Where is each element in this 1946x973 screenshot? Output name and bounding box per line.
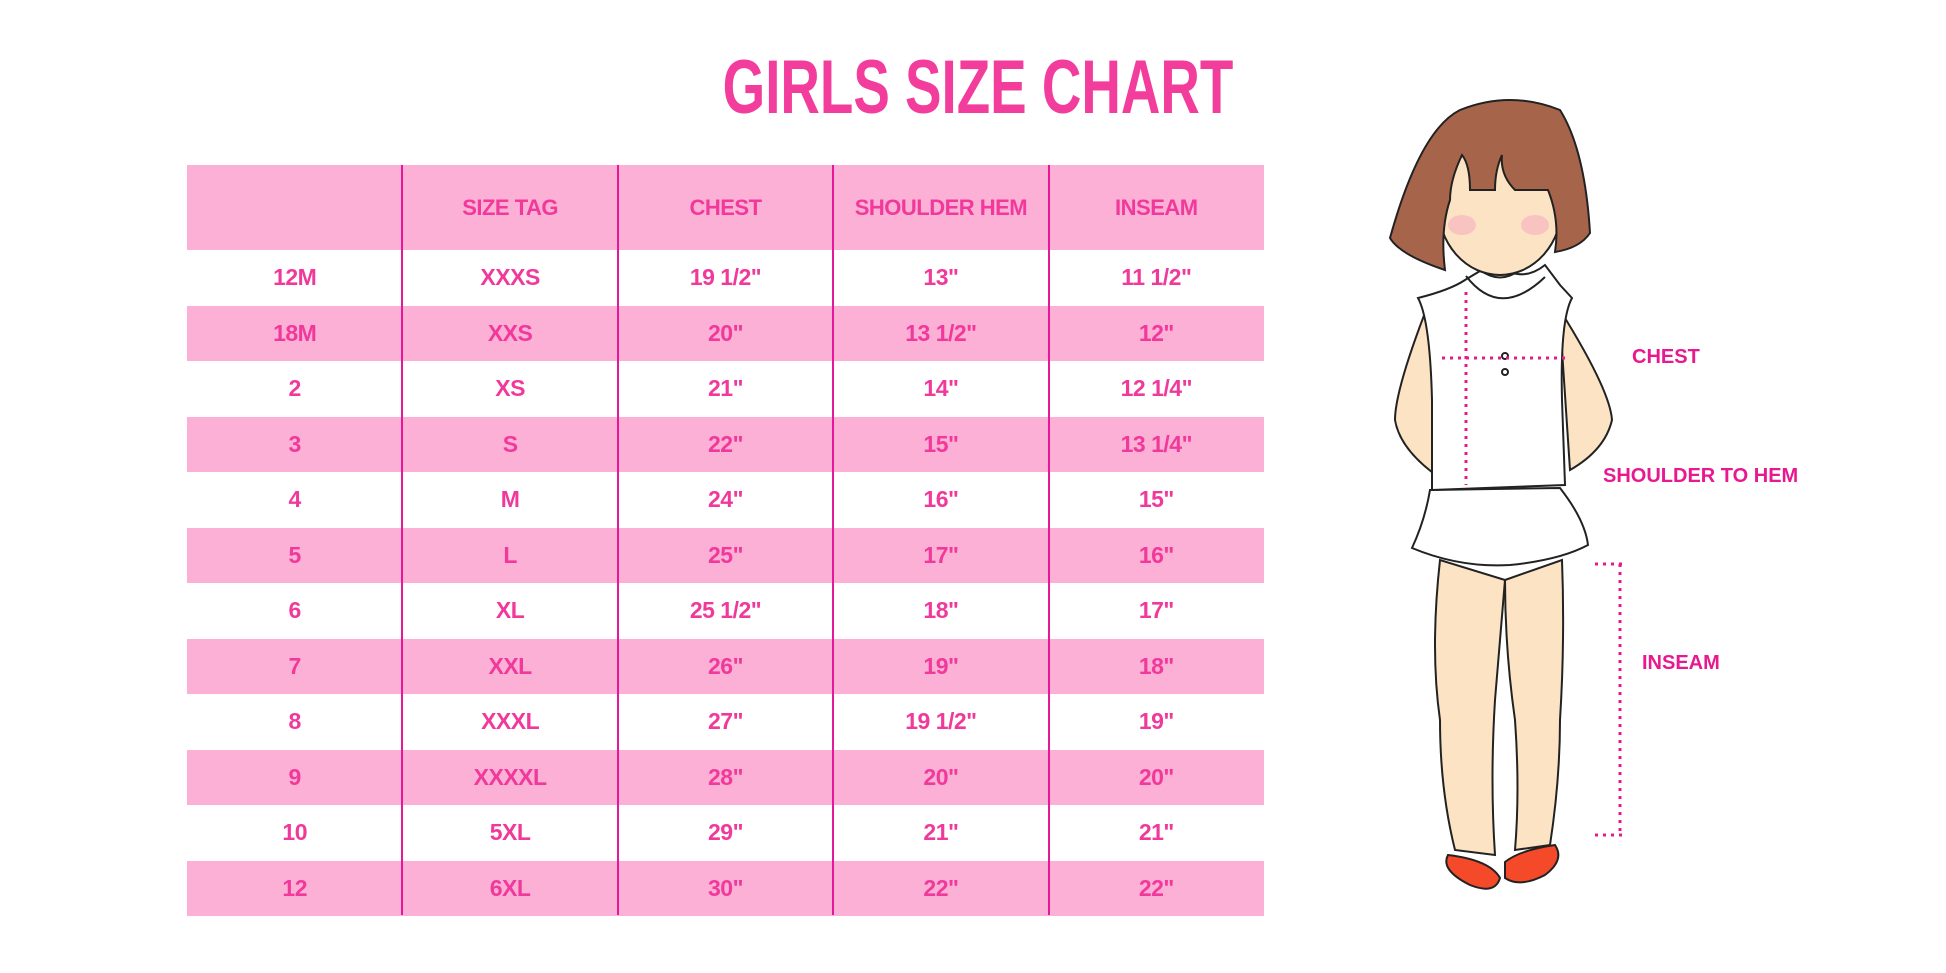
table-cell: 18" [923, 597, 959, 624]
table-cell: 9 [288, 763, 302, 790]
table-cell: 11 1/2" [1121, 264, 1192, 291]
table-cell: 6XL [489, 874, 531, 901]
table-cell: XS [495, 375, 525, 402]
table-cell: 12M [273, 264, 317, 291]
table-cell: 5 [288, 541, 302, 568]
table-cell: 19 1/2" [905, 708, 977, 735]
table-cell: 25" [708, 541, 744, 568]
left-shoe [1445, 853, 1502, 890]
table-row: 12M XXXS 19 1/2" 13" 11 1/2" [187, 250, 1264, 306]
column-header: CHEST [689, 194, 762, 220]
column-divider [401, 165, 403, 915]
table-cell: XXXL [481, 708, 540, 735]
table-cell: L [503, 541, 517, 568]
table-row: 9 XXXXL 28" 20" 20" [187, 749, 1264, 805]
table-cell: 22" [708, 430, 744, 457]
table-row: 6 XL 25 1/2" 18" 17" [187, 583, 1264, 639]
button [1501, 368, 1509, 376]
table-cell: XXXXL [473, 763, 547, 790]
table-cell: 22" [923, 874, 959, 901]
column-header: SHOULDER HEM [854, 194, 1028, 220]
column-divider [1048, 165, 1050, 915]
page-title: GIRLS SIZE CHART [722, 45, 1234, 130]
table-cell: 28" [708, 763, 744, 790]
table-cell: M [500, 486, 520, 513]
table-cell: 19" [923, 652, 959, 679]
table-row: 7 XXL 26" 19" 18" [187, 638, 1264, 694]
cheek [1448, 215, 1476, 235]
table-cell: 21" [708, 375, 744, 402]
table-cell: XXS [487, 319, 533, 346]
table-row: 10 5XL 29" 21" 21" [187, 805, 1264, 861]
table-cell: 21" [923, 819, 959, 846]
table-cell: 2 [288, 375, 302, 402]
table-cell: 29" [708, 819, 744, 846]
right-shoe [1504, 843, 1560, 884]
table-cell: 15" [1138, 486, 1175, 513]
cheek [1521, 215, 1549, 235]
table-cell: 17" [923, 541, 959, 568]
table-cell: 19 1/2" [689, 264, 762, 291]
table-cell: 26" [708, 652, 744, 679]
table-cell: 16" [923, 486, 959, 513]
table-row: 12 6XL 30" 22" 22" [187, 860, 1264, 916]
hair [1388, 99, 1592, 272]
table-cell: 16" [1138, 541, 1175, 568]
table-cell: 24" [708, 486, 744, 513]
right-arm [1559, 306, 1614, 472]
table-cell: S [502, 430, 518, 457]
table-cell: 22" [1138, 874, 1175, 901]
left-leg [1434, 558, 1507, 857]
table-row: 2 XS 21" 14" 12 1/4" [187, 361, 1264, 417]
chest-label: CHEST [1632, 346, 1700, 368]
column-header: INSEAM [1115, 194, 1198, 220]
table-cell: 5XL [489, 819, 531, 846]
table-cell: 13 1/4" [1120, 430, 1193, 457]
table-cell: XXL [488, 652, 532, 679]
size-chart-table: SIZE TAG CHEST SHOULDER HEM INSEAM 12M XXXS 19… [187, 165, 1264, 916]
table-row: 4 M 24" 16" 15" [187, 472, 1264, 528]
table-cell: 10 [282, 819, 307, 846]
table-cell: 25 1/2" [689, 597, 762, 624]
table-cell: 6 [288, 597, 302, 624]
column-divider [832, 165, 834, 915]
table-cell: XXXS [480, 264, 540, 291]
table-cell: 30" [708, 874, 744, 901]
table-cell: 8 [288, 708, 302, 735]
table-cell: 7 [288, 652, 302, 679]
table-cell: 15" [923, 430, 959, 457]
table-cell: 20" [923, 763, 959, 790]
table-cell: 3 [288, 430, 302, 457]
table-cell: 12 [282, 874, 307, 901]
column-divider [617, 165, 619, 915]
table-cell: 20" [708, 319, 744, 346]
table-cell: 17" [1138, 597, 1175, 624]
table-cell: 21" [1138, 819, 1175, 846]
table-cell: XL [495, 597, 525, 624]
top [1416, 260, 1574, 492]
right-leg [1503, 558, 1565, 852]
table-cell: 12 1/4" [1120, 375, 1193, 402]
table-cell: 18" [1138, 652, 1175, 679]
table-row: 18M XXS 20" 13 1/2" 12" [187, 305, 1264, 361]
table-cell: 4 [288, 486, 302, 513]
header-row: SIZE TAG CHEST SHOULDER HEM INSEAM [187, 165, 1264, 250]
inseam-label: INSEAM [1642, 652, 1720, 674]
shoulder-to-hem-label: SHOULDER TO HEM [1603, 465, 1799, 487]
table-cell: 13" [923, 264, 959, 291]
table-cell: 27" [708, 708, 744, 735]
table-row: 3 S 22" 15" 13 1/4" [187, 416, 1264, 472]
table-row: 5 L 25" 17" 16" [187, 527, 1264, 583]
ruffle-skirt [1410, 486, 1590, 567]
table-cell: 12" [1138, 319, 1175, 346]
table-cell: 13 1/2" [905, 319, 977, 346]
column-header: SIZE TAG [462, 194, 559, 220]
table-row: 8 XXXL 27" 19 1/2" 19" [187, 694, 1264, 750]
table-cell: 18M [273, 319, 317, 346]
table-cell: 20" [1138, 763, 1175, 790]
table-cell: 19" [1138, 708, 1175, 735]
table-cell: 14" [923, 375, 959, 402]
